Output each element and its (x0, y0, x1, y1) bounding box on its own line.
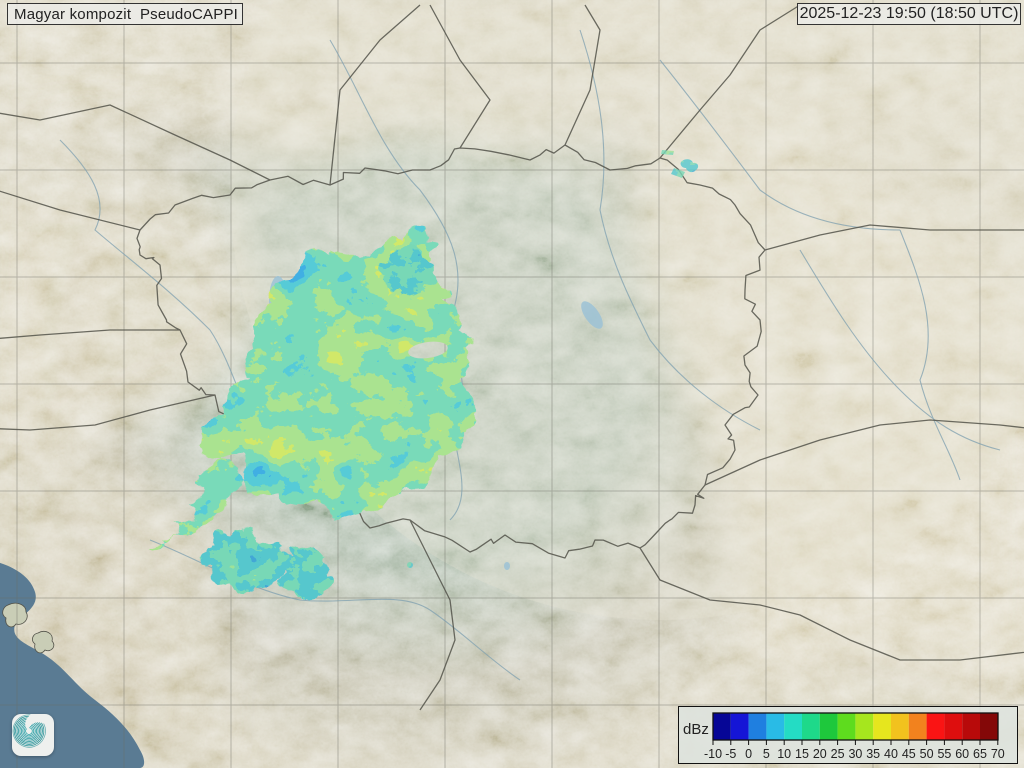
svg-text:15: 15 (795, 747, 809, 761)
svg-text:35: 35 (866, 747, 880, 761)
svg-text:dBz: dBz (683, 721, 709, 738)
svg-text:40: 40 (884, 747, 898, 761)
svg-text:5: 5 (763, 747, 770, 761)
svg-text:55: 55 (937, 747, 951, 761)
svg-text:-10: -10 (704, 747, 722, 761)
svg-text:45: 45 (902, 747, 916, 761)
svg-text:30: 30 (848, 747, 862, 761)
svg-text:10: 10 (777, 747, 791, 761)
svg-text:20: 20 (813, 747, 827, 761)
svg-text:60: 60 (955, 747, 969, 761)
svg-text:65: 65 (973, 747, 987, 761)
svg-text:-5: -5 (725, 747, 736, 761)
svg-text:25: 25 (831, 747, 845, 761)
svg-text:50: 50 (920, 747, 934, 761)
svg-text:70: 70 (991, 747, 1005, 761)
svg-text:0: 0 (745, 747, 752, 761)
